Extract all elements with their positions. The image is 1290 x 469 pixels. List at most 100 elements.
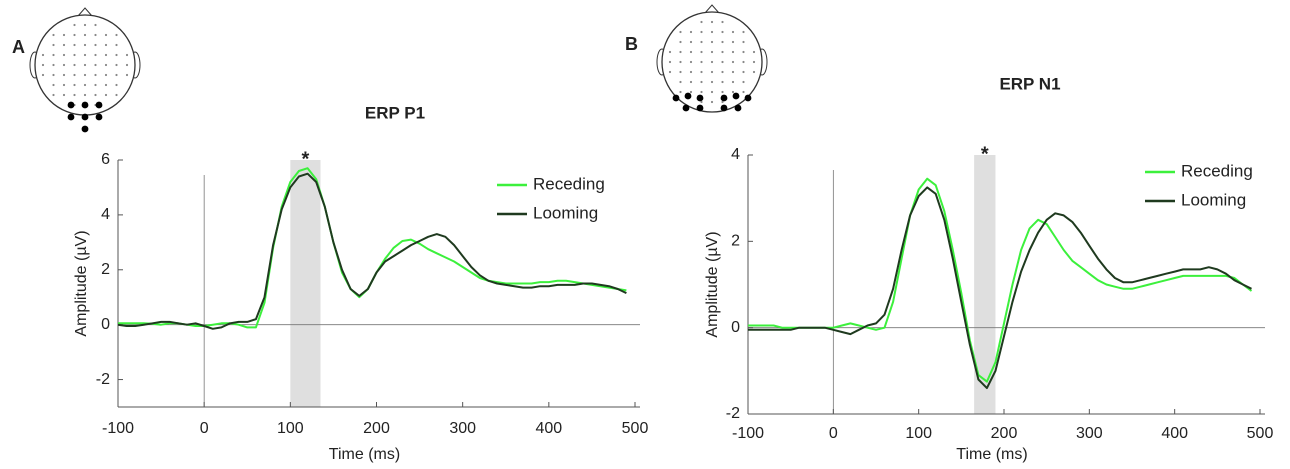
electrode-selected <box>95 101 103 109</box>
electrode <box>83 83 87 87</box>
electrode <box>700 40 703 44</box>
electrode <box>94 93 97 97</box>
significance-marker: * <box>302 148 310 170</box>
electrode <box>731 40 735 44</box>
electrode <box>41 63 45 67</box>
electrode <box>700 90 703 94</box>
electrode <box>94 33 97 37</box>
y-tick-label: 0 <box>731 319 740 336</box>
y-tick-label: 4 <box>101 206 110 223</box>
x-tick-label: 300 <box>1076 425 1103 442</box>
electrode <box>94 63 97 67</box>
electrode <box>73 93 76 97</box>
electrode <box>94 73 97 77</box>
electrode <box>710 20 714 24</box>
electrode <box>752 50 756 54</box>
electrode <box>710 80 714 84</box>
electrode <box>668 70 672 74</box>
electrode <box>689 40 693 44</box>
electrode <box>689 30 693 34</box>
electrode <box>125 73 129 77</box>
y-axis-label: Amplitude (µV) <box>73 230 90 336</box>
electrode <box>52 83 55 87</box>
electrode <box>731 80 735 84</box>
x-tick-label: 200 <box>991 425 1018 442</box>
electrode <box>721 80 724 84</box>
electrode <box>104 33 108 37</box>
electrode <box>104 43 108 47</box>
electrode <box>731 70 735 74</box>
panel-label: A <box>12 37 25 57</box>
electrode <box>52 63 55 67</box>
electrode <box>710 40 714 44</box>
significance-marker: * <box>981 143 989 165</box>
electrode <box>62 73 66 77</box>
electrode <box>700 30 703 34</box>
electrode-selected <box>95 113 103 121</box>
electrode <box>115 43 118 47</box>
electrode-selected <box>720 94 728 102</box>
electrode <box>62 33 66 37</box>
head-nose <box>77 7 93 17</box>
electrode <box>721 40 724 44</box>
electrode <box>104 73 108 77</box>
electrode-selected <box>734 104 742 112</box>
electrode <box>94 43 97 47</box>
electrode-selected <box>696 94 704 102</box>
x-tick-label: 300 <box>449 420 476 437</box>
electrode <box>689 80 693 84</box>
electrode <box>679 50 682 54</box>
electrode-selected <box>682 104 690 112</box>
electrode <box>115 33 118 37</box>
x-tick-label: 500 <box>1247 425 1274 442</box>
electrode-selected <box>744 94 752 102</box>
y-tick-label: 0 <box>101 316 110 333</box>
electrode <box>742 40 745 44</box>
electrode-selected <box>81 101 89 109</box>
electrode <box>742 80 745 84</box>
electrode <box>62 93 66 97</box>
x-tick-label: 0 <box>829 425 838 442</box>
electrode <box>94 53 97 57</box>
y-tick-label: -2 <box>96 371 110 388</box>
electrode <box>721 50 724 54</box>
panel-label: B <box>625 34 638 54</box>
electrode-selected <box>67 113 75 121</box>
electrode <box>710 30 714 34</box>
x-tick-label: 400 <box>535 420 562 437</box>
y-tick-label: -2 <box>726 405 740 422</box>
electrode <box>731 60 735 64</box>
electrode-selected <box>684 92 692 100</box>
electrode <box>83 33 87 37</box>
electrode-selected <box>81 113 89 121</box>
electrode <box>73 33 76 37</box>
electrode <box>94 23 97 27</box>
electrode <box>710 100 714 104</box>
erp-line <box>748 186 1252 390</box>
electrode <box>83 43 87 47</box>
electrode <box>52 93 55 97</box>
legend-label: Looming <box>533 203 598 222</box>
electrode <box>104 83 108 87</box>
y-tick-label: 2 <box>101 261 110 278</box>
electrode-selected <box>672 94 680 102</box>
electrode <box>62 63 66 67</box>
electrode <box>710 70 714 74</box>
electrode <box>742 50 745 54</box>
electrode <box>62 53 66 57</box>
erp-line <box>117 172 627 330</box>
electrode <box>83 63 87 67</box>
electrode <box>83 93 87 97</box>
electrode <box>125 63 129 67</box>
electrode <box>104 63 108 67</box>
electrode <box>52 43 55 47</box>
electrode <box>62 83 66 87</box>
electrode <box>721 30 724 34</box>
electrode-selected <box>67 101 75 109</box>
electrode <box>679 40 682 44</box>
electrode <box>104 53 108 57</box>
electrode <box>731 90 735 94</box>
electrode <box>721 70 724 74</box>
significance-window <box>974 155 996 414</box>
